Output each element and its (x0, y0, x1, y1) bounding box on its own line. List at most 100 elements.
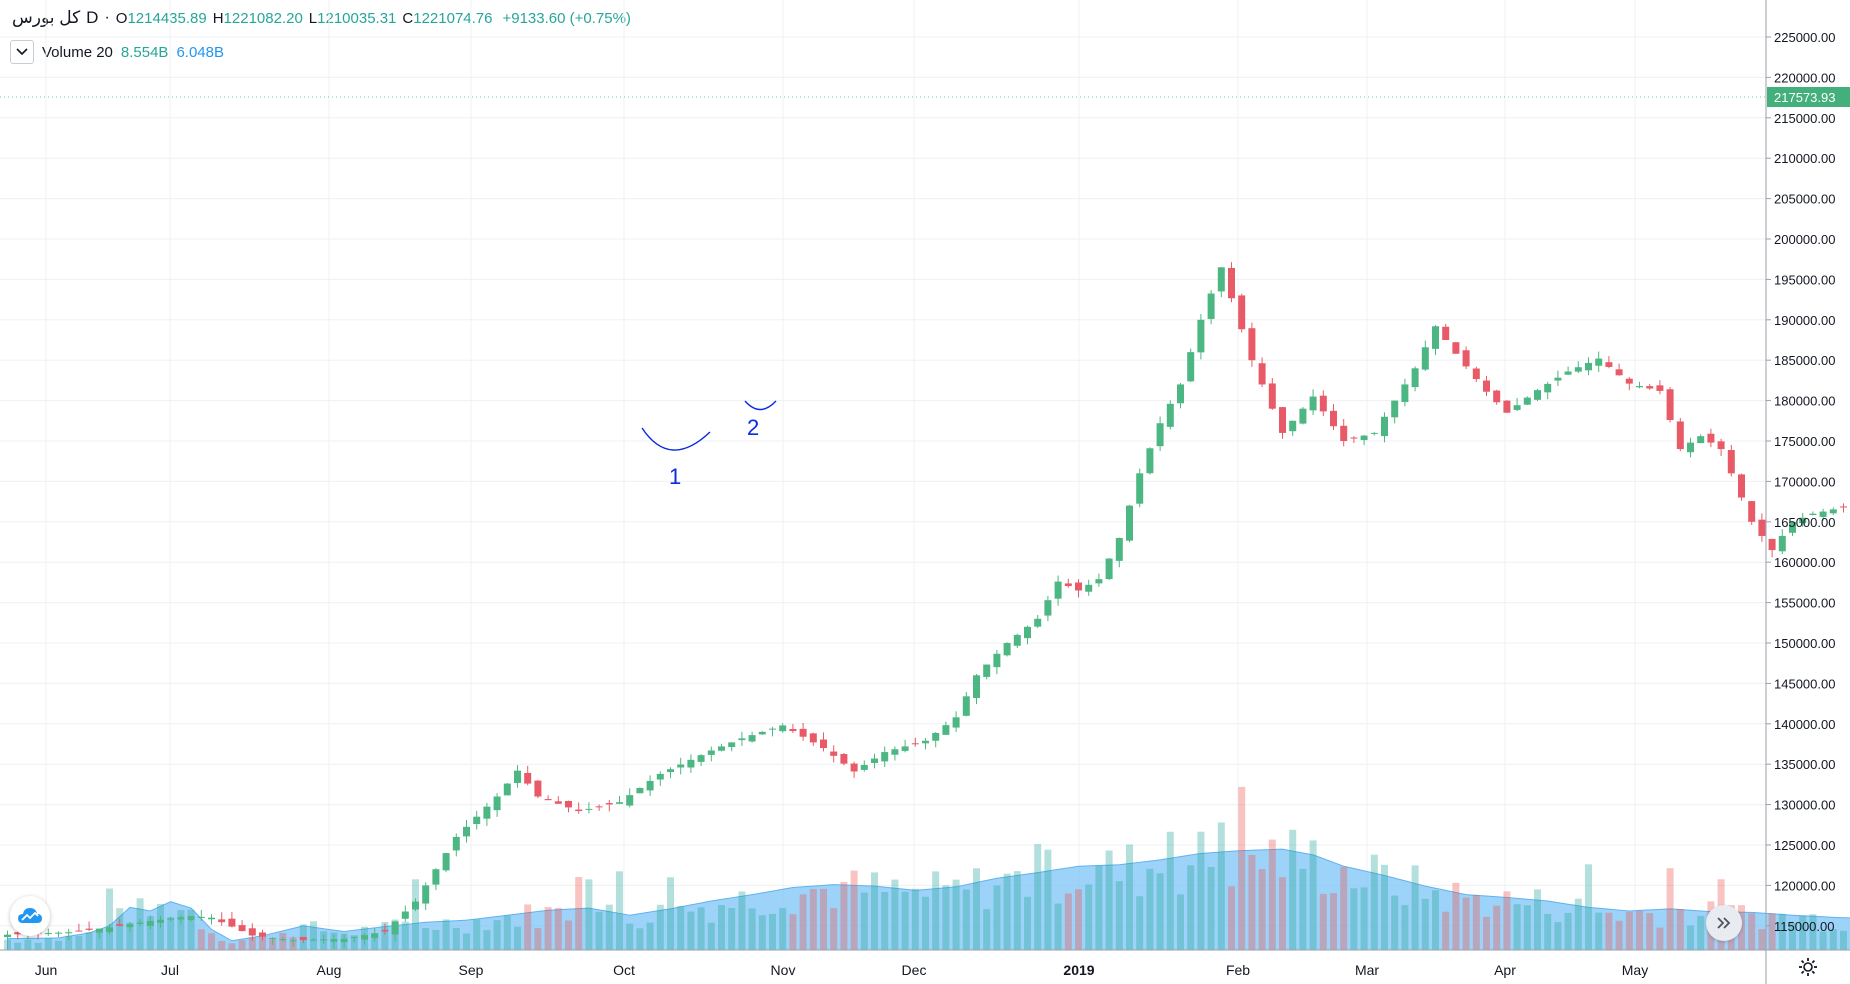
time-tick-label: Feb (1226, 962, 1250, 978)
volume-bar (1126, 844, 1133, 950)
volume-bar (534, 928, 542, 950)
volume-bar (1646, 913, 1654, 950)
candle-body (1758, 519, 1766, 536)
volume-bar (1279, 877, 1286, 950)
candle-body (942, 725, 950, 735)
volume-bar (595, 911, 603, 950)
volume-bar (1360, 887, 1368, 950)
price-tick-label: 125000.00 (1774, 838, 1835, 853)
volume-bar (1411, 865, 1419, 950)
volume-bar (432, 929, 440, 950)
time-tick-label: Mar (1355, 962, 1379, 978)
volume-bar (738, 891, 746, 950)
candle-body (432, 869, 440, 885)
low-value: 1210035.31 (317, 9, 397, 27)
candle-body (881, 752, 889, 762)
volume-bar (24, 939, 32, 950)
candle-body (1187, 352, 1195, 382)
volume-bar (1687, 925, 1694, 950)
volume-bar (1523, 905, 1531, 950)
candle-body (1544, 383, 1552, 393)
volume-bar (1391, 895, 1399, 950)
candle-body (1656, 385, 1664, 391)
candle-body (85, 928, 93, 930)
candle-body (238, 925, 246, 932)
volume-bar (412, 879, 419, 950)
candle-body (993, 653, 1001, 668)
candle-body (534, 780, 542, 797)
volume-bar (401, 921, 409, 950)
volume-bar (922, 896, 929, 950)
interval[interactable]: D (86, 8, 99, 27)
candle-body (758, 731, 766, 735)
volume-bar (1697, 915, 1705, 950)
candle-body (656, 773, 664, 780)
volume-bar (452, 928, 460, 950)
settings-button[interactable] (1796, 955, 1820, 979)
volume-bar (1534, 889, 1541, 950)
volume-bar (1044, 849, 1052, 950)
volume-bar (259, 934, 266, 950)
volume-bar (707, 922, 715, 950)
volume-bar (1840, 930, 1847, 950)
volume-bar (901, 891, 909, 950)
candle-body (1166, 403, 1174, 427)
price-tick-label: 200000.00 (1774, 232, 1835, 247)
candle-body (1340, 425, 1348, 441)
candle-body (146, 920, 154, 926)
volume-bar (677, 906, 685, 950)
candle-body (463, 826, 470, 837)
volume-bar (544, 907, 552, 950)
volume-bar (1789, 923, 1796, 950)
candle-body (1738, 474, 1745, 498)
volume-bar (871, 872, 878, 950)
logo-button[interactable] (10, 896, 50, 936)
volume-bar (656, 904, 664, 950)
candle-body (983, 664, 991, 677)
candle-body (1809, 513, 1817, 515)
candle-body (962, 696, 970, 716)
volume-bar (55, 940, 62, 950)
price-axis: 225000.00 220000.00 215000.00 210000.00 2050… (1766, 30, 1835, 934)
volume-bar (1207, 866, 1215, 950)
volume-bar (1228, 886, 1235, 950)
candle-body (1136, 473, 1144, 504)
volume-bar (228, 943, 236, 950)
candle-body (1207, 293, 1215, 319)
volume-bar (820, 888, 827, 950)
candle-body (779, 725, 787, 732)
double-chevron-right-icon (1717, 917, 1731, 929)
price-tick-label: 205000.00 (1774, 192, 1835, 207)
volume-bar (605, 904, 613, 950)
candle-body (1146, 448, 1154, 474)
price-tick-label: 180000.00 (1774, 394, 1835, 409)
collapse-legend-button[interactable] (10, 40, 34, 64)
volume-bar (1146, 868, 1154, 950)
volume-bar (34, 942, 42, 950)
candle-body (299, 936, 307, 941)
volume-value: 8.554B (120, 43, 169, 61)
volume-indicator-name[interactable]: Volume 20 (42, 43, 113, 61)
candle-body (1024, 626, 1031, 639)
interval-dot-icon: · (104, 9, 110, 26)
candle-body (769, 728, 776, 730)
candle-body (707, 750, 715, 755)
candle-body (1615, 369, 1623, 376)
candle-body (1013, 634, 1021, 646)
candle-body (503, 783, 511, 796)
candle-body (340, 938, 348, 943)
candle-body (1707, 433, 1715, 443)
candle-series (4, 262, 1847, 949)
volume-bar (1095, 865, 1103, 950)
candle-body (1197, 319, 1205, 353)
candle-body (1177, 384, 1184, 404)
volume-bar (636, 928, 644, 950)
volume-bar (514, 926, 521, 950)
price-tick-label: 210000.00 (1774, 151, 1835, 166)
volume-bar (1421, 898, 1429, 950)
price-tick-label: 115000.00 (1774, 919, 1835, 934)
scroll-to-realtime-button[interactable] (1706, 905, 1742, 941)
candle-body (1432, 326, 1439, 349)
candle-body (1523, 397, 1531, 405)
